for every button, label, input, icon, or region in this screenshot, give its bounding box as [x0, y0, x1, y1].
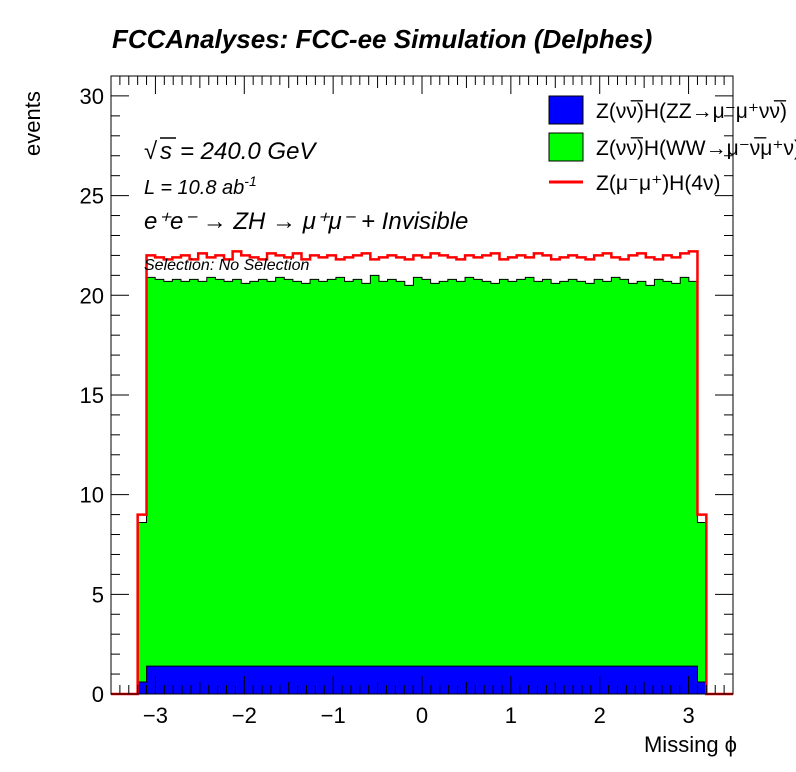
x-axis-label: Missing ϕ: [644, 732, 737, 757]
legend-swatch-ww: [548, 132, 584, 162]
sqrt-s-annotation: √ s = 240.0 GeV: [144, 137, 317, 165]
y-tick-label: 30: [80, 84, 104, 109]
y-tick-label: 10: [80, 483, 104, 508]
x-tick-label: 2: [594, 703, 606, 728]
lumi-annotation: L = 10.8 ab-1: [144, 173, 257, 199]
legend-label-ww: Z(νν̅)H(WW→μ⁻ν̅μ⁺ν): [596, 137, 796, 160]
x-axis: −3 −2 −1 0 1 2 3: [110, 76, 734, 728]
y-tick-label: 15: [80, 383, 104, 408]
sqrt-symbol: √: [144, 138, 158, 165]
y-tick-label: 5: [92, 582, 104, 607]
series-signal-line: [111, 250, 733, 696]
legend: Z(νν̅)H(ZZ→μ⁻μ⁺νν̅) Z(νν̅)H(WW→μ⁻ν̅μ⁺ν) …: [548, 95, 796, 195]
legend-item-signal: Z(μ⁻μ⁺)H(4ν): [549, 172, 721, 195]
x-tick-label: 0: [416, 703, 428, 728]
x-tick-label: 1: [505, 703, 517, 728]
y-tick-label: 25: [80, 184, 104, 209]
selection-annotation: Selection: No Selection: [144, 257, 310, 274]
chart-title: FCCAnalyses: FCC-ee Simulation (Delphes): [112, 24, 652, 54]
legend-label-signal: Z(μ⁻μ⁺)H(4ν): [596, 172, 721, 195]
y-tick-label: 20: [80, 283, 104, 308]
x-tick-label: 3: [682, 703, 694, 728]
legend-item-ww: Z(νν̅)H(WW→μ⁻ν̅μ⁺ν): [548, 132, 796, 162]
y-axis-label: events: [20, 91, 45, 156]
legend-item-zz: Z(νν̅)H(ZZ→μ⁻μ⁺νν̅): [548, 95, 787, 125]
y-tick-label: 0: [92, 682, 104, 707]
legend-label-zz: Z(νν̅)H(ZZ→μ⁻μ⁺νν̅): [596, 100, 787, 123]
legend-swatch-zz: [548, 95, 584, 125]
y-axis: 0 5 10 15 20 25 30: [80, 75, 733, 707]
sqrt-s-value: = 240.0 GeV: [180, 138, 317, 165]
x-tick-label: −2: [232, 703, 257, 728]
series-ww-fill: [137, 274, 707, 695]
x-tick-label: −1: [321, 703, 346, 728]
x-tick-label: −3: [143, 703, 168, 728]
process-annotation: e⁺e⁻ → ZH → μ⁺μ⁻ + Invisible: [144, 208, 468, 235]
sqrt-s-var: s: [160, 138, 172, 165]
histogram-area: [111, 250, 733, 696]
